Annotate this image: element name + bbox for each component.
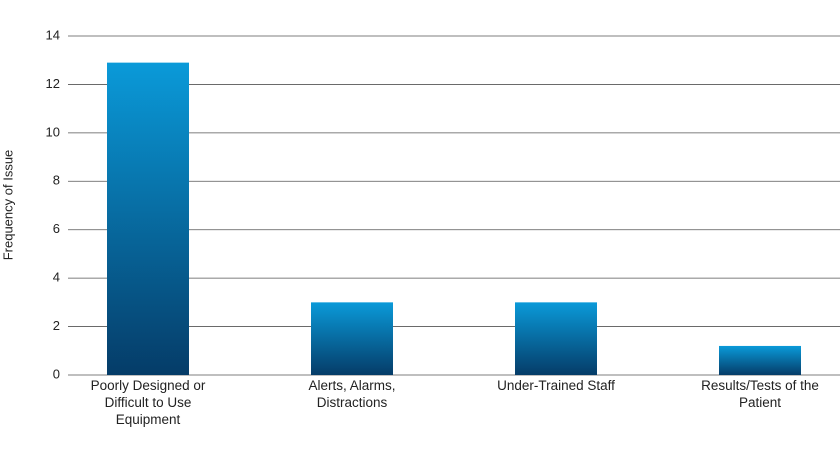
x-tick-label: Under-Trained Staff <box>497 378 615 393</box>
bar <box>719 345 801 375</box>
y-axis-label: Frequency of Issue <box>0 150 15 261</box>
x-tick-label: Results/Tests of the Patient <box>701 378 819 410</box>
y-tick-label: 8 <box>53 173 60 188</box>
y-tick-label: 6 <box>53 221 60 236</box>
bar <box>515 302 597 375</box>
y-tick-label: 4 <box>53 270 60 285</box>
y-tick-label: 14 <box>46 27 60 42</box>
x-tick-label: Poorly Designed or Difficult to Use Equi… <box>90 378 206 427</box>
bar <box>311 302 393 375</box>
x-tick-label: Alerts, Alarms, Distractions <box>308 378 396 410</box>
bar <box>107 62 189 376</box>
y-tick-label: 10 <box>46 124 60 139</box>
y-tick-label: 2 <box>53 318 60 333</box>
y-tick-label: 0 <box>53 366 60 381</box>
y-tick-label: 12 <box>46 76 60 91</box>
